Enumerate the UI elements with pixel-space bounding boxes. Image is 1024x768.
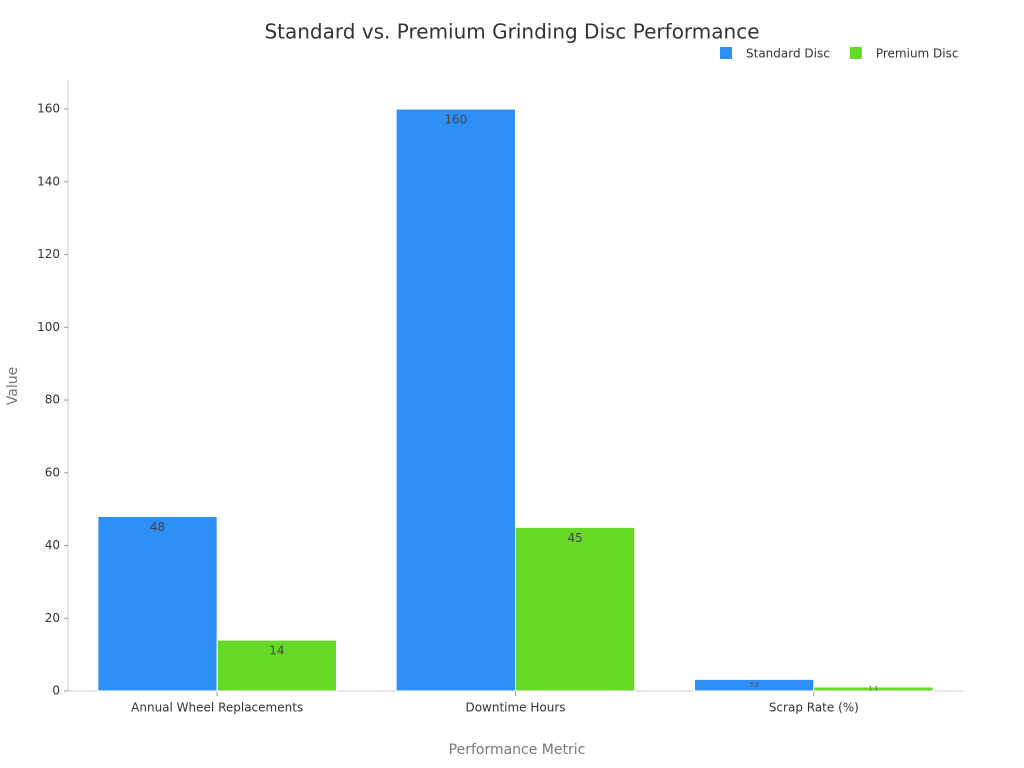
x-axis-title: Performance Metric [449, 742, 586, 758]
y-tick-label: 120 [37, 247, 60, 261]
legend-swatch [720, 47, 732, 59]
value-label: 1.1 [869, 685, 879, 692]
y-axis-title: Value [5, 367, 21, 405]
value-label: 45 [568, 531, 583, 545]
x-tick-label: Downtime Hours [465, 701, 565, 715]
value-label: 3.2 [749, 682, 759, 689]
legend-label: Premium Disc [876, 47, 959, 61]
y-tick-label: 100 [37, 320, 60, 334]
bar [395, 108, 516, 692]
y-tick-label: 80 [45, 393, 60, 407]
bar [813, 686, 934, 692]
value-label: 160 [444, 113, 467, 127]
bar [694, 678, 815, 692]
value-label: 14 [269, 644, 284, 658]
y-tick-label: 160 [37, 102, 60, 116]
bar [97, 515, 218, 692]
chart-title: Standard vs. Premium Grinding Disc Perfo… [264, 20, 759, 44]
legend-label: Standard Disc [746, 47, 830, 61]
y-tick-label: 0 [52, 684, 60, 698]
x-tick-label: Scrap Rate (%) [769, 701, 859, 715]
value-label: 48 [150, 520, 165, 534]
bar [515, 526, 636, 692]
y-tick-label: 60 [45, 465, 60, 479]
y-tick-label: 20 [45, 611, 60, 625]
legend-swatch [849, 47, 862, 59]
x-tick-label: Annual Wheel Replacements [131, 701, 303, 715]
bar [216, 639, 338, 692]
y-tick-label: 140 [37, 174, 60, 188]
y-tick-label: 40 [45, 538, 60, 552]
